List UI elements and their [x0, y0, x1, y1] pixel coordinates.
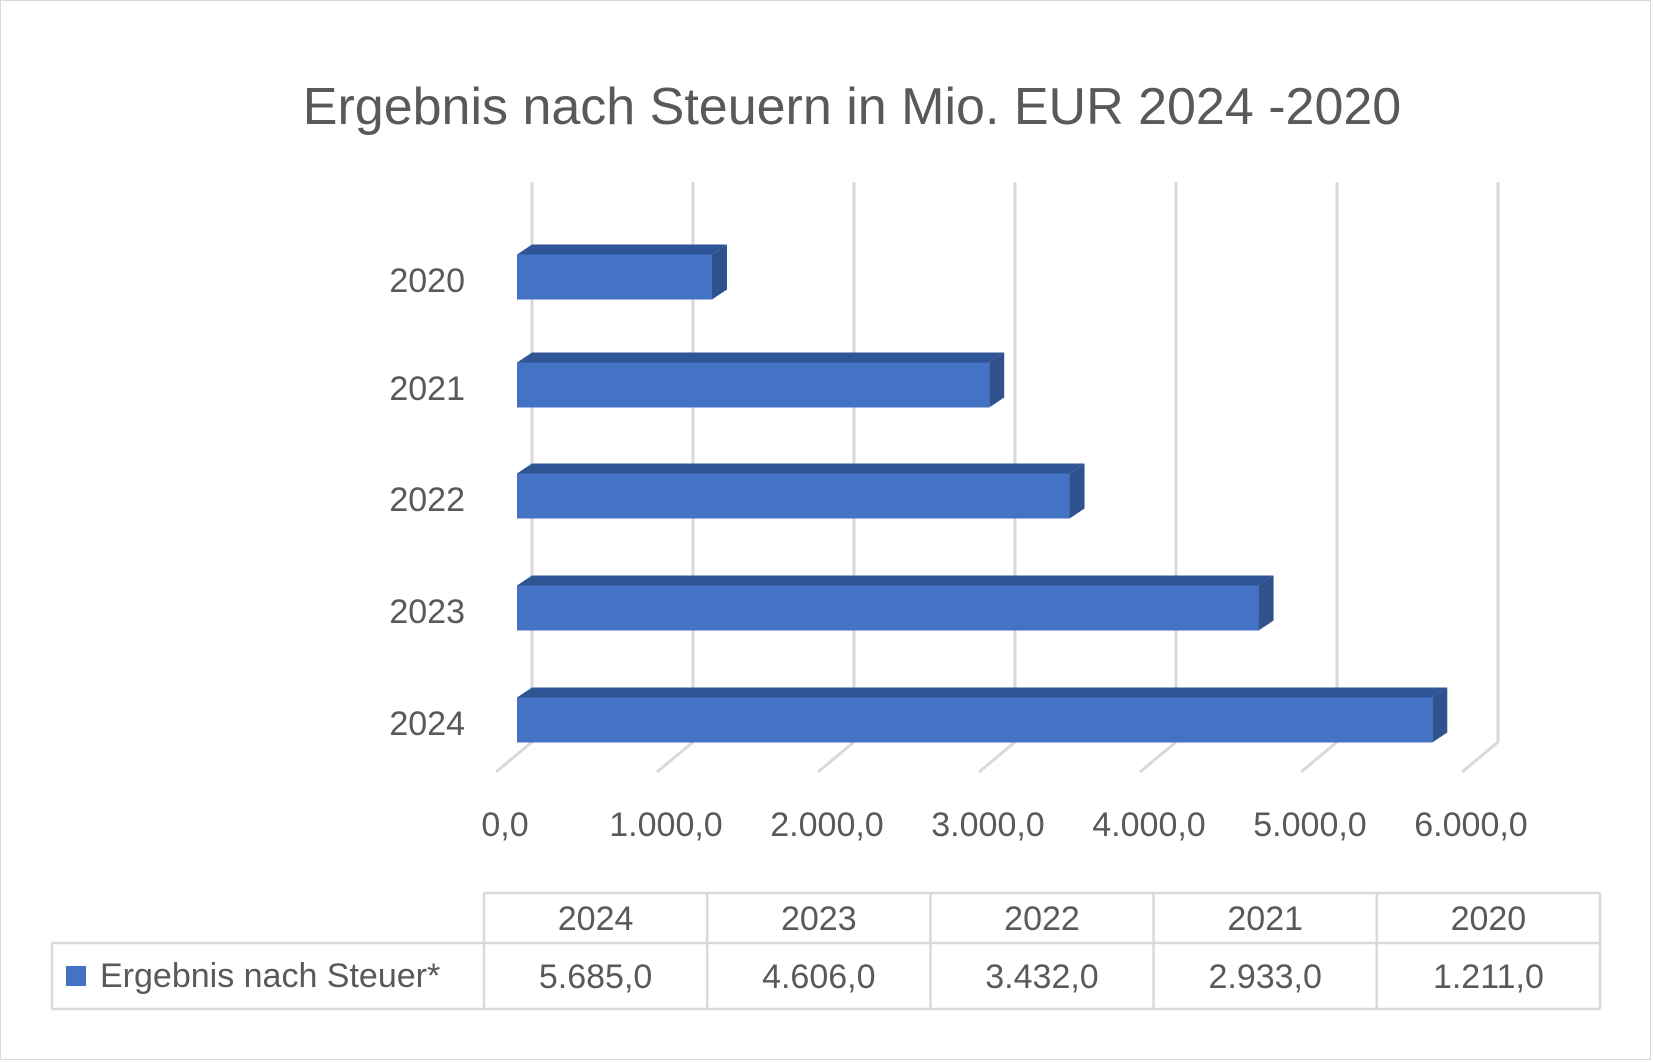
bar-side — [1069, 463, 1085, 519]
table-value: 3.432,0 — [985, 958, 1098, 996]
grid-floor-line — [1139, 740, 1177, 774]
x-tick-label: 4.000,0 — [1092, 806, 1205, 844]
x-axis-ticks: 0,0 1.000,0 2.000,0 3.000,0 4.000,0 5.000,0 6.… — [481, 806, 1527, 844]
bar-top — [517, 463, 1085, 474]
grid-floor-line — [495, 740, 533, 774]
category-label: 2022 — [389, 481, 465, 519]
bar-side — [989, 352, 1005, 408]
bars — [517, 244, 1448, 743]
x-tick-label: 5.000,0 — [1253, 806, 1366, 844]
chart-title: Ergebnis nach Steuern in Mio. EUR 2024 -… — [303, 78, 1401, 136]
table-header: 2022 — [1004, 900, 1080, 938]
category-labels: 2020 2021 2022 2023 2024 — [389, 262, 465, 743]
table-header: 2021 — [1227, 900, 1303, 938]
bar — [517, 254, 712, 300]
bar-top — [517, 575, 1274, 586]
grid-lines — [495, 182, 1500, 774]
table-value: 1.211,0 — [1433, 958, 1544, 996]
legend-swatch — [66, 966, 86, 986]
table-header: 2024 — [558, 900, 634, 938]
table-header: 2020 — [1451, 900, 1527, 938]
grid-floor-line — [817, 740, 855, 774]
category-label: 2023 — [389, 593, 465, 631]
bar — [517, 585, 1259, 631]
bar-top — [517, 687, 1448, 698]
grid-floor-line — [978, 740, 1016, 774]
category-label: 2021 — [389, 370, 465, 408]
bar-top — [517, 244, 727, 255]
table-value: 5.685,0 — [539, 958, 652, 996]
grid-floor-line — [1461, 740, 1499, 774]
bar — [517, 697, 1433, 743]
table-header: 2023 — [781, 900, 857, 938]
x-tick-label: 3.000,0 — [931, 806, 1044, 844]
x-tick-label: 1.000,0 — [609, 806, 722, 844]
category-label: 2020 — [389, 262, 465, 300]
table-value: 4.606,0 — [762, 958, 875, 996]
x-tick-label: 0,0 — [481, 806, 528, 844]
bar — [517, 362, 990, 408]
table-value: 2.933,0 — [1208, 958, 1321, 996]
legend-label: Ergebnis nach Steuer* — [100, 957, 440, 995]
bar-side — [711, 244, 727, 300]
bar — [517, 473, 1070, 519]
data-table: 2024 5.685,0 2023 4.606,0 2022 3.432,0 2021 2.9… — [50, 891, 1602, 1011]
grid-floor-line — [1300, 740, 1338, 774]
bar-side — [1432, 687, 1448, 743]
x-tick-label: 2.000,0 — [770, 806, 883, 844]
grid-floor-line — [656, 740, 694, 774]
bar-top — [517, 352, 1005, 363]
x-tick-label: 6.000,0 — [1414, 806, 1527, 844]
category-label: 2024 — [389, 705, 465, 743]
bar-side — [1258, 575, 1274, 631]
